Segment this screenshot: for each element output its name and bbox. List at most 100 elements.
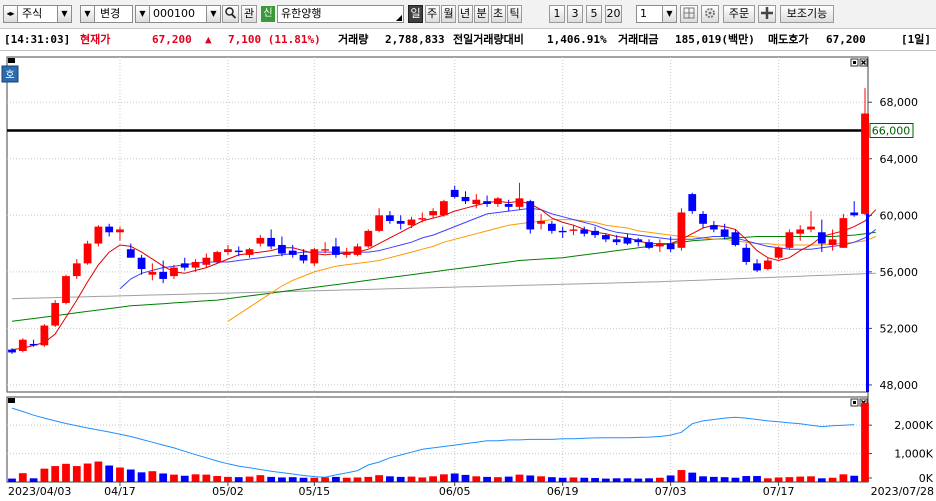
volume-bar <box>515 474 524 482</box>
volume-bar <box>180 475 189 482</box>
trade-amount: 185,019(백만) <box>675 33 755 46</box>
interval-button-5[interactable]: 5 <box>586 5 602 23</box>
candle <box>440 199 448 217</box>
period-tab-2[interactable]: 월 <box>441 5 456 23</box>
candle-body <box>148 271 157 275</box>
volume-bar <box>742 476 751 482</box>
candle-body <box>180 263 189 268</box>
candle <box>763 257 772 271</box>
candle-body <box>429 211 437 216</box>
settings-button[interactable] <box>701 5 719 23</box>
chevron-down-icon[interactable]: ▼ <box>206 6 220 22</box>
interval-button-1[interactable]: 1 <box>549 5 565 23</box>
interval-button-20[interactable]: 20 <box>605 5 622 23</box>
candle <box>731 229 740 247</box>
candle-body <box>483 201 491 205</box>
candle <box>72 259 81 279</box>
period-tab-5[interactable]: 초 <box>490 5 506 23</box>
search-button[interactable] <box>222 5 239 23</box>
grid-settings-button[interactable] <box>680 5 698 23</box>
search-icon <box>225 7 237 19</box>
chevron-down-icon[interactable]: ▼ <box>81 6 95 22</box>
volume-bar <box>720 477 729 482</box>
change-select[interactable]: ▼ 변경 <box>80 5 133 23</box>
candle-body <box>159 271 168 279</box>
candle <box>94 225 103 247</box>
candle <box>299 249 308 264</box>
candle <box>310 247 319 267</box>
candle-body <box>655 243 664 247</box>
ma10-line <box>119 207 877 290</box>
stock-name-field[interactable]: 유한양행 ◢ <box>277 5 404 23</box>
icon-fill <box>853 61 856 64</box>
volume-bar <box>51 466 60 482</box>
candle-body <box>18 339 27 352</box>
stock-chart[interactable]: 호 68,000 64,000 60,000 56,000 52,000 48,000 66… <box>0 52 936 498</box>
candle <box>493 196 502 207</box>
volume-bar <box>526 475 535 482</box>
candle <box>256 235 265 247</box>
volume-bar <box>213 476 222 482</box>
candle-body <box>731 232 740 245</box>
volume-tick-label: 2,000K <box>894 419 933 432</box>
candle-body <box>126 249 135 258</box>
candle-body <box>51 302 60 326</box>
candle-body <box>62 276 70 303</box>
period-tab-6[interactable]: 틱 <box>507 5 522 23</box>
chevron-down-icon[interactable]: ▼ <box>57 6 71 22</box>
candle <box>483 195 491 207</box>
candle <box>774 246 783 260</box>
date-label: 05/15 <box>298 485 330 498</box>
ask-price: 67,200 <box>826 33 866 46</box>
current-price: 67,200 <box>152 33 192 46</box>
candle-body <box>170 267 178 277</box>
volume-bar <box>839 474 848 482</box>
period-tab-4[interactable]: 분 <box>474 5 489 23</box>
order-button[interactable]: 주문 <box>723 5 755 23</box>
volume-bar <box>256 475 265 482</box>
lookup-button[interactable]: 관 <box>241 5 257 23</box>
volume-bar <box>493 477 502 482</box>
period-tab-1[interactable]: 주 <box>424 5 440 23</box>
candle-body <box>386 215 394 221</box>
period-tab-3[interactable]: 년 <box>457 5 473 23</box>
stock-code-input[interactable]: ▼ 000100 ▼ <box>135 5 221 23</box>
chevron-down-icon[interactable]: ▼ <box>136 6 150 22</box>
price-range-marker-down <box>866 213 869 392</box>
period-tab-0[interactable]: 일 <box>408 5 423 23</box>
volume-bar <box>807 476 815 482</box>
up-arrow-icon: ▲ <box>205 33 212 46</box>
candle-body <box>828 239 837 245</box>
date-label: 2023/07/28 <box>871 485 934 498</box>
candle <box>83 240 92 265</box>
prev-volume-ratio: 1,406.91% <box>547 33 607 46</box>
new-listing-badge: 신 <box>261 6 275 22</box>
candle <box>375 208 384 233</box>
interval-button-3[interactable]: 3 <box>567 5 583 23</box>
candle-body <box>137 257 146 270</box>
volume-bar <box>850 475 859 482</box>
stock-name-value: 유한양행 <box>281 7 322 20</box>
candle-body <box>753 263 761 271</box>
chevron-down-icon[interactable]: ▼ <box>662 6 676 22</box>
volume-bar <box>202 474 211 482</box>
quote-time: [14:31:03] <box>4 33 71 46</box>
candle-body <box>450 189 459 197</box>
volume-bar <box>159 473 168 482</box>
volume-bar <box>83 463 92 482</box>
interval-input[interactable]: 1 ▼ <box>636 5 677 23</box>
candle-body <box>29 343 38 346</box>
date-label: 07/03 <box>655 485 687 498</box>
candle <box>407 216 416 229</box>
aux-functions-button[interactable]: 보조기능 <box>780 5 834 23</box>
crosshair-button[interactable] <box>758 5 776 23</box>
market-type-select[interactable]: ◂▸ 주식 ▼ <box>3 5 72 23</box>
icon-stroke <box>860 59 867 66</box>
volume-bar <box>709 476 718 482</box>
candle <box>504 199 513 212</box>
volume-bar <box>634 478 643 482</box>
volume-bar <box>828 477 837 482</box>
candle-body <box>278 244 286 254</box>
swap-arrows-icon[interactable]: ◂▸ <box>4 6 18 22</box>
